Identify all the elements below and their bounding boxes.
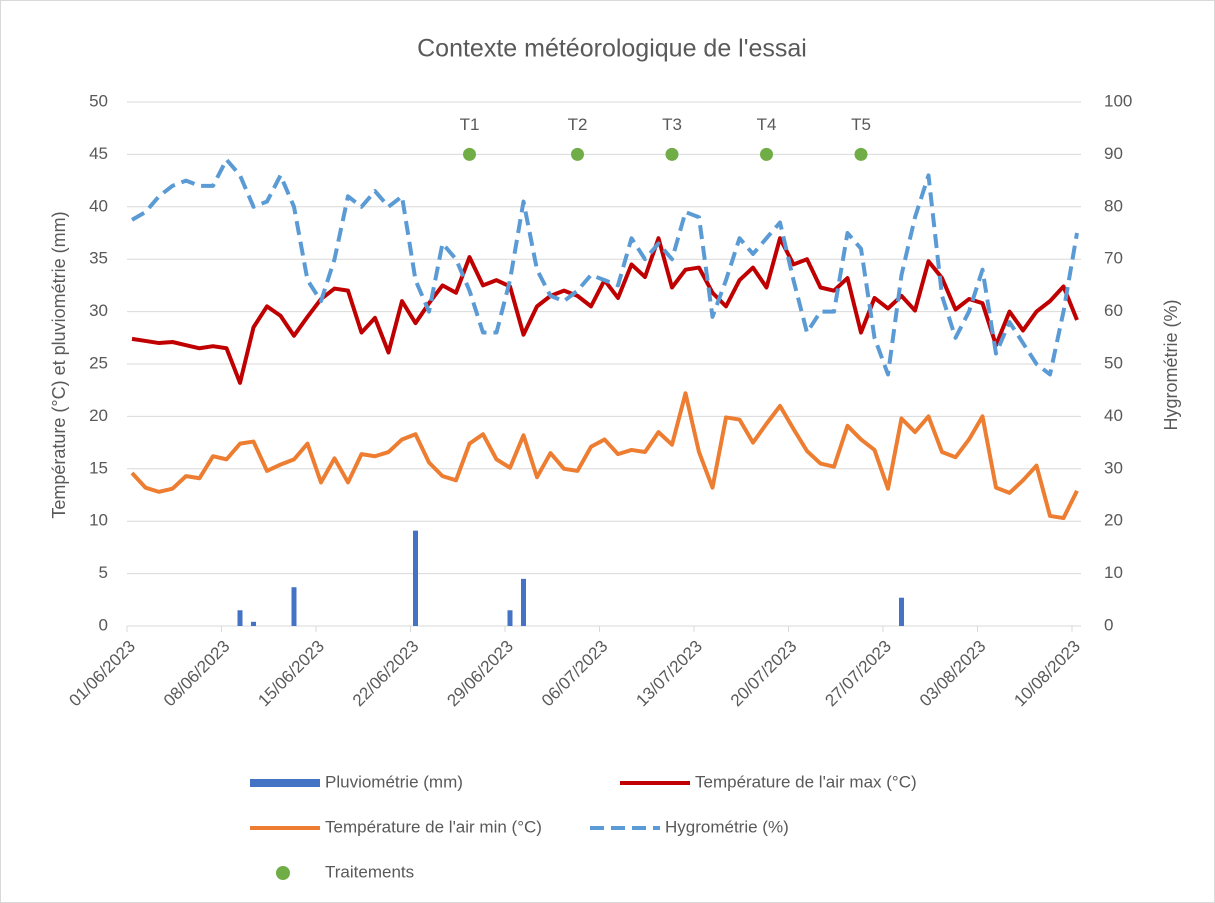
y-tick-label: 20 — [89, 406, 108, 425]
treatment-point — [463, 147, 476, 161]
bar — [237, 610, 243, 626]
y-tick-label: 45 — [89, 144, 108, 163]
treatment-point — [854, 147, 868, 161]
y2-tick-label: 30 — [1104, 458, 1123, 477]
legend-swatch — [250, 779, 320, 787]
y2-tick-label: 80 — [1104, 196, 1123, 215]
y-tick-label: 30 — [89, 301, 108, 320]
legend-swatch — [276, 866, 290, 880]
y2-tick-label: 60 — [1104, 301, 1123, 320]
treatment-point — [760, 147, 773, 161]
bar — [521, 578, 526, 626]
y-tick-label: 35 — [89, 249, 108, 268]
bar — [251, 621, 256, 626]
y2-tick-label: 20 — [1104, 511, 1123, 530]
y-tick-label: 5 — [99, 563, 108, 582]
bar — [291, 587, 297, 626]
y-tick-label: 0 — [99, 615, 108, 634]
y-tick-label: 50 — [89, 91, 108, 110]
treatment-point — [571, 147, 584, 161]
point-label: T3 — [662, 115, 682, 134]
point-label: T4 — [757, 115, 777, 134]
y-tick-label: 25 — [89, 353, 108, 372]
bar — [899, 597, 904, 626]
bar — [507, 610, 513, 626]
line-series — [130, 157, 1079, 377]
chart-title: Contexte météorologique de l'essai — [417, 35, 807, 63]
y2-tick-label: 100 — [1104, 91, 1132, 110]
legend-label: Température de l'air max (°C) — [695, 772, 917, 791]
y-axis-title: Température (°C) et pluviométrie (mm) — [49, 211, 69, 518]
y-tick-label: 40 — [89, 196, 108, 215]
point-label: T2 — [568, 115, 588, 134]
y-tick-label: 10 — [89, 511, 108, 530]
legend-label: Hygrométrie (%) — [665, 817, 789, 836]
y2-tick-label: 10 — [1104, 563, 1123, 582]
line-series — [130, 391, 1079, 521]
treatment-point — [665, 147, 679, 161]
y2-tick-label: 0 — [1104, 615, 1113, 634]
y-tick-label: 15 — [89, 458, 108, 477]
y2-tick-label: 90 — [1104, 144, 1123, 163]
y2-axis-title: Hygrométrie (%) — [1161, 299, 1181, 430]
y2-tick-label: 70 — [1104, 249, 1123, 268]
legend-label: Température de l'air min (°C) — [325, 817, 542, 836]
point-label: T1 — [460, 115, 480, 134]
bar — [413, 530, 418, 626]
y2-tick-label: 40 — [1104, 406, 1123, 425]
legend-label: Traitements — [325, 862, 414, 881]
y2-tick-label: 50 — [1104, 353, 1123, 372]
legend-label: Pluviométrie (mm) — [325, 772, 463, 791]
point-label: T5 — [851, 115, 871, 134]
